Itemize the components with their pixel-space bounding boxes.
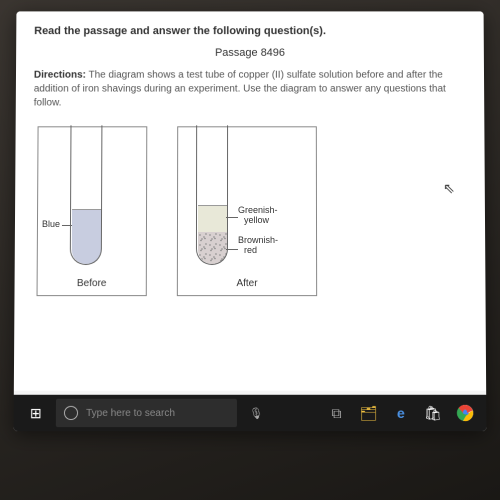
edge-icon[interactable]: e — [386, 399, 416, 427]
task-icons: ⧉ 🗂 e 🛍 — [321, 399, 480, 427]
question-content: Read the passage and answer the followin… — [14, 11, 486, 390]
search-placeholder: Type here to search — [86, 407, 175, 418]
start-button[interactable]: ⊞ — [20, 399, 52, 427]
directions-body: The diagram shows a test tube of copper … — [34, 70, 446, 109]
passage-number: Passage 8496 — [34, 47, 466, 59]
screen: Read the passage and answer the followin… — [14, 11, 487, 431]
search-box[interactable]: Type here to search — [56, 399, 237, 427]
caption-before: Before — [38, 278, 146, 289]
label-brownish: Brownish- red — [238, 235, 278, 255]
store-icon[interactable]: 🛍 — [418, 399, 448, 427]
mic-icon[interactable]: 🎙 — [249, 406, 263, 419]
diagram-before: Blue Before — [37, 126, 148, 296]
folder-icon[interactable]: 🗂 — [354, 399, 384, 427]
chrome-icon[interactable] — [450, 399, 480, 427]
directions-label: Directions: — [34, 70, 86, 81]
caption-after: After — [178, 278, 316, 289]
search-icon — [64, 406, 78, 420]
label-greenish: Greenish- yellow — [238, 205, 278, 225]
label-blue: Blue — [42, 219, 60, 229]
directions-text: Directions: The diagram shows a test tub… — [34, 69, 467, 111]
test-tube-before — [70, 125, 103, 265]
task-view-icon[interactable]: ⧉ — [321, 399, 351, 427]
instruction-text: Read the passage and answer the followin… — [34, 25, 466, 37]
diagram-after: Greenish- yellow Brownish- red After — [177, 126, 317, 296]
taskbar: ⊞ Type here to search 🎙 ⧉ 🗂 e 🛍 — [14, 395, 487, 431]
test-tube-after — [196, 125, 228, 265]
cursor-icon: ⇖ — [443, 180, 455, 197]
diagram-container: Blue Before Greenish- yellow — [37, 126, 468, 296]
